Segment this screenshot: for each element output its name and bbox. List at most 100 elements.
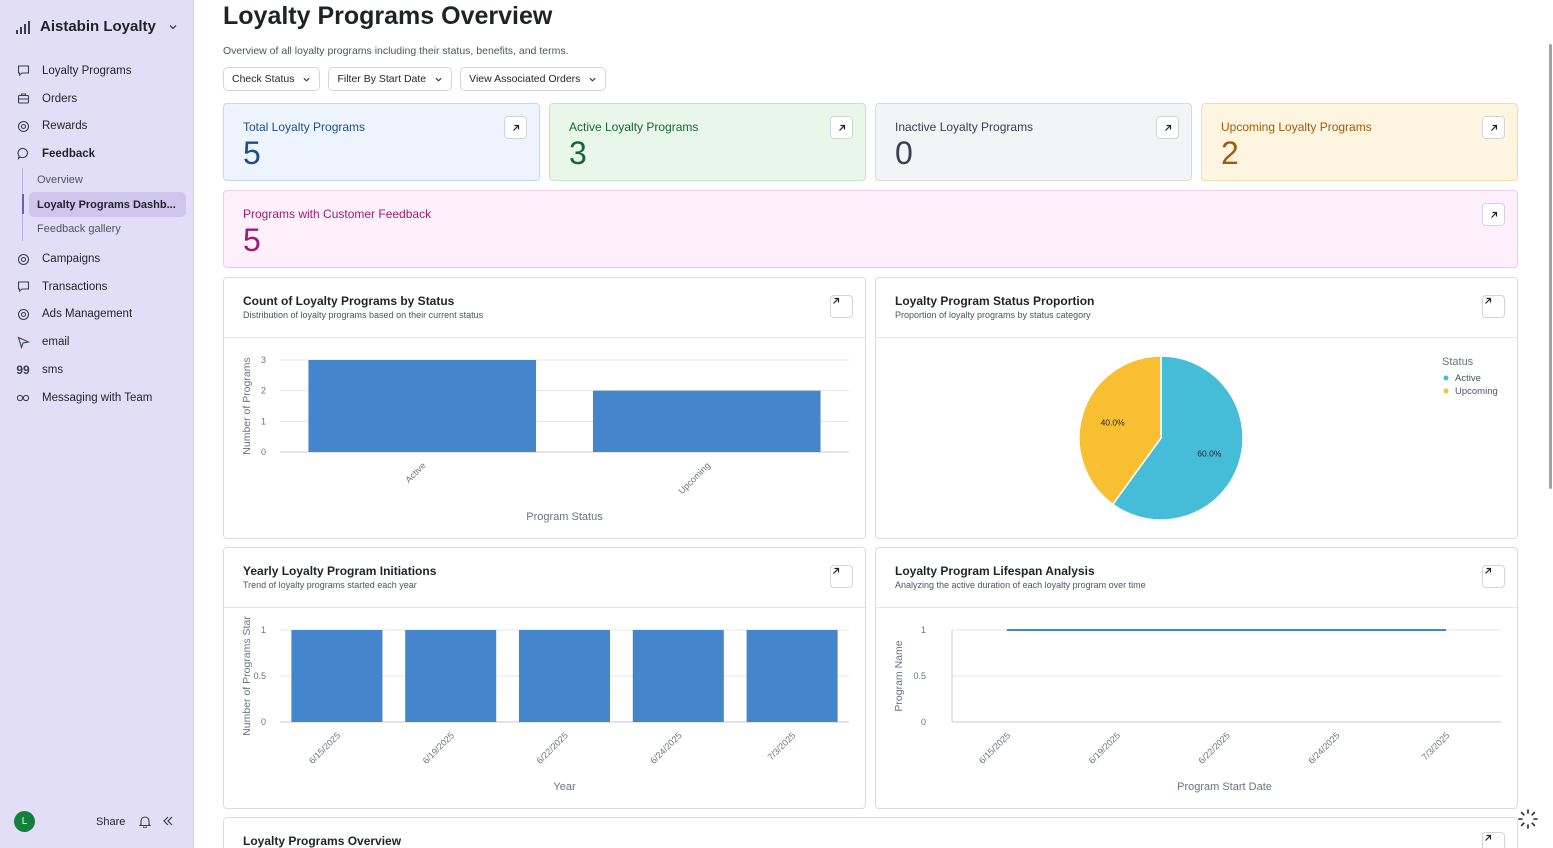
x-tick-label: Active [403, 460, 427, 484]
expand-button[interactable] [504, 116, 527, 139]
bar [746, 630, 838, 722]
y-tick-label: 0 [261, 447, 266, 457]
scrollbar-thumb[interactable] [1549, 44, 1552, 489]
status-count-chart-card: Count of Loyalty Programs by Status Dist… [223, 277, 866, 539]
sidebar-item-orders[interactable]: Orders [16, 85, 186, 113]
chat-square-icon [16, 280, 30, 294]
chart-title: Loyalty Program Lifespan Analysis [895, 564, 1095, 578]
x-tick-label: Upcoming [676, 460, 712, 496]
page-title: Loyalty Programs Overview [223, 2, 553, 30]
pie-slice [1078, 355, 1162, 506]
arrow-up-right-icon [1164, 124, 1171, 131]
share-button[interactable]: Share [96, 815, 126, 828]
arrow-up-right-icon [833, 567, 840, 574]
chart-divider [876, 607, 1517, 608]
sidebar: Aistabin Loyalty Loyalty Programs Orders… [0, 0, 194, 848]
table-title: Loyalty Programs Overview [243, 834, 402, 848]
y-tick-label: 1 [921, 625, 926, 635]
y-tick-label: 0 [261, 717, 266, 727]
x-axis-label: Year [553, 781, 576, 793]
view-orders-dropdown[interactable]: View Associated Orders [460, 67, 607, 91]
collapse-sidebar-icon[interactable] [162, 814, 174, 830]
sidebar-item-rewards[interactable]: Rewards [16, 112, 186, 140]
sidebar-item-label: Rewards [42, 120, 88, 133]
sidebar-item-campaigns[interactable]: Campaigns [16, 245, 186, 273]
status-pie-chart-card: Loyalty Program Status Proportion Propor… [875, 277, 1518, 539]
bar [518, 630, 611, 722]
at-circle-icon [16, 307, 30, 321]
programs-table-card: Loyalty Programs Overview [223, 817, 1518, 848]
loading-spinner-icon [1518, 809, 1538, 829]
expand-button[interactable] [1156, 116, 1179, 139]
chart-title: Loyalty Program Status Proportion [895, 294, 1095, 308]
sidebar-item-ads-management[interactable]: Ads Management [16, 301, 186, 329]
briefcase-icon [16, 92, 30, 106]
sidebar-item-loyalty-programs[interactable]: Loyalty Programs [16, 57, 186, 85]
y-tick-label: 0.5 [253, 671, 266, 681]
infinity-icon [16, 391, 30, 405]
kpi-title: Active Loyalty Programs [569, 120, 699, 134]
expand-button[interactable] [1482, 832, 1505, 848]
workspace-switcher[interactable]: Aistabin Loyalty [16, 18, 178, 35]
x-tick-label: 6/22/2025 [1197, 730, 1232, 765]
check-status-dropdown[interactable]: Check Status [223, 67, 321, 91]
bell-icon[interactable] [138, 815, 152, 829]
chevron-down-icon [589, 77, 597, 82]
expand-button[interactable] [1482, 116, 1505, 139]
arrow-up-right-icon [1485, 297, 1492, 304]
page-subtitle: Overview of all loyalty programs includi… [223, 45, 569, 57]
avatar[interactable]: L [14, 811, 35, 832]
arrow-up-right-icon [1485, 834, 1492, 841]
chart-title: Count of Loyalty Programs by Status [243, 294, 455, 308]
arrow-up-right-icon [1490, 211, 1497, 218]
subnav-item-loyalty-dashboard[interactable]: Loyalty Programs Dashb... [22, 192, 186, 217]
sidebar-item-label: Feedback [42, 147, 96, 160]
legend-entry: Upcoming [1455, 386, 1498, 397]
sidebar-item-label: sms [42, 363, 64, 376]
sidebar-item-label: email [42, 336, 70, 349]
expand-button[interactable] [830, 295, 853, 318]
arrow-up-right-icon [1490, 124, 1497, 131]
dropdown-label: View Associated Orders [469, 73, 581, 85]
arrow-up-right-icon [512, 124, 519, 131]
send-icon [16, 335, 30, 349]
kpi-inactive-programs: Inactive Loyalty Programs 0 [875, 103, 1192, 181]
chart-subtitle: Proportion of loyalty programs by status… [895, 310, 1091, 320]
sidebar-item-sms[interactable]: 99 sms [16, 356, 186, 384]
expand-button[interactable] [830, 116, 853, 139]
status-count-chart: 0 1 2 3 Active Upcoming Program Status Number o… [241, 355, 849, 523]
expand-button[interactable] [1482, 565, 1505, 588]
x-axis-label: Program Status [526, 511, 603, 523]
subnav-item-overview[interactable]: Overview [37, 174, 83, 186]
sidebar-item-label: Orders [42, 92, 78, 105]
feedback-subnav: Overview Loyalty Programs Dashb... Feedb… [22, 167, 186, 242]
y-tick-label: 1 [261, 416, 266, 426]
y-tick-label: 0.5 [913, 671, 926, 681]
expand-button[interactable] [830, 565, 853, 588]
expand-button[interactable] [1482, 203, 1505, 226]
lifespan-chart: 0 0.5 1 6/15/2025 6/19/2025 6/22/2025 6/24/202… [893, 625, 1501, 793]
pie-slice-label: 60.0% [1197, 449, 1222, 459]
bar [592, 390, 821, 452]
x-tick-label: 6/19/2025 [421, 730, 456, 765]
legend-entry: Active [1455, 373, 1481, 384]
kpi-value: 5 [243, 135, 261, 171]
kpi-title: Programs with Customer Feedback [243, 207, 432, 221]
y-tick-label: 1 [261, 625, 266, 635]
x-axis-label: Program Start Date [1177, 781, 1272, 793]
sidebar-item-email[interactable]: email [16, 328, 186, 356]
kpi-active-programs: Active Loyalty Programs 3 [549, 103, 866, 181]
chart-subtitle: Analyzing the active duration of each lo… [895, 580, 1146, 590]
subnav-item-feedback-gallery[interactable]: Feedback gallery [37, 223, 121, 235]
sidebar-item-feedback[interactable]: Feedback [16, 140, 186, 168]
sidebar-item-label: Campaigns [42, 253, 101, 266]
sidebar-item-messaging-team[interactable]: Messaging with Team [16, 384, 186, 412]
yearly-initiations-chart-card: Yearly Loyalty Program Initiations Trend… [223, 547, 866, 809]
filter-start-date-dropdown[interactable]: Filter By Start Date [328, 67, 453, 91]
vertical-scrollbar[interactable] [1547, 0, 1553, 848]
legend-title: Status [1442, 356, 1474, 368]
expand-button[interactable] [1482, 295, 1505, 318]
sidebar-item-transactions[interactable]: Transactions [16, 273, 186, 301]
at-circle-icon [16, 252, 30, 266]
pie-slice-label: 40.0% [1101, 417, 1126, 427]
